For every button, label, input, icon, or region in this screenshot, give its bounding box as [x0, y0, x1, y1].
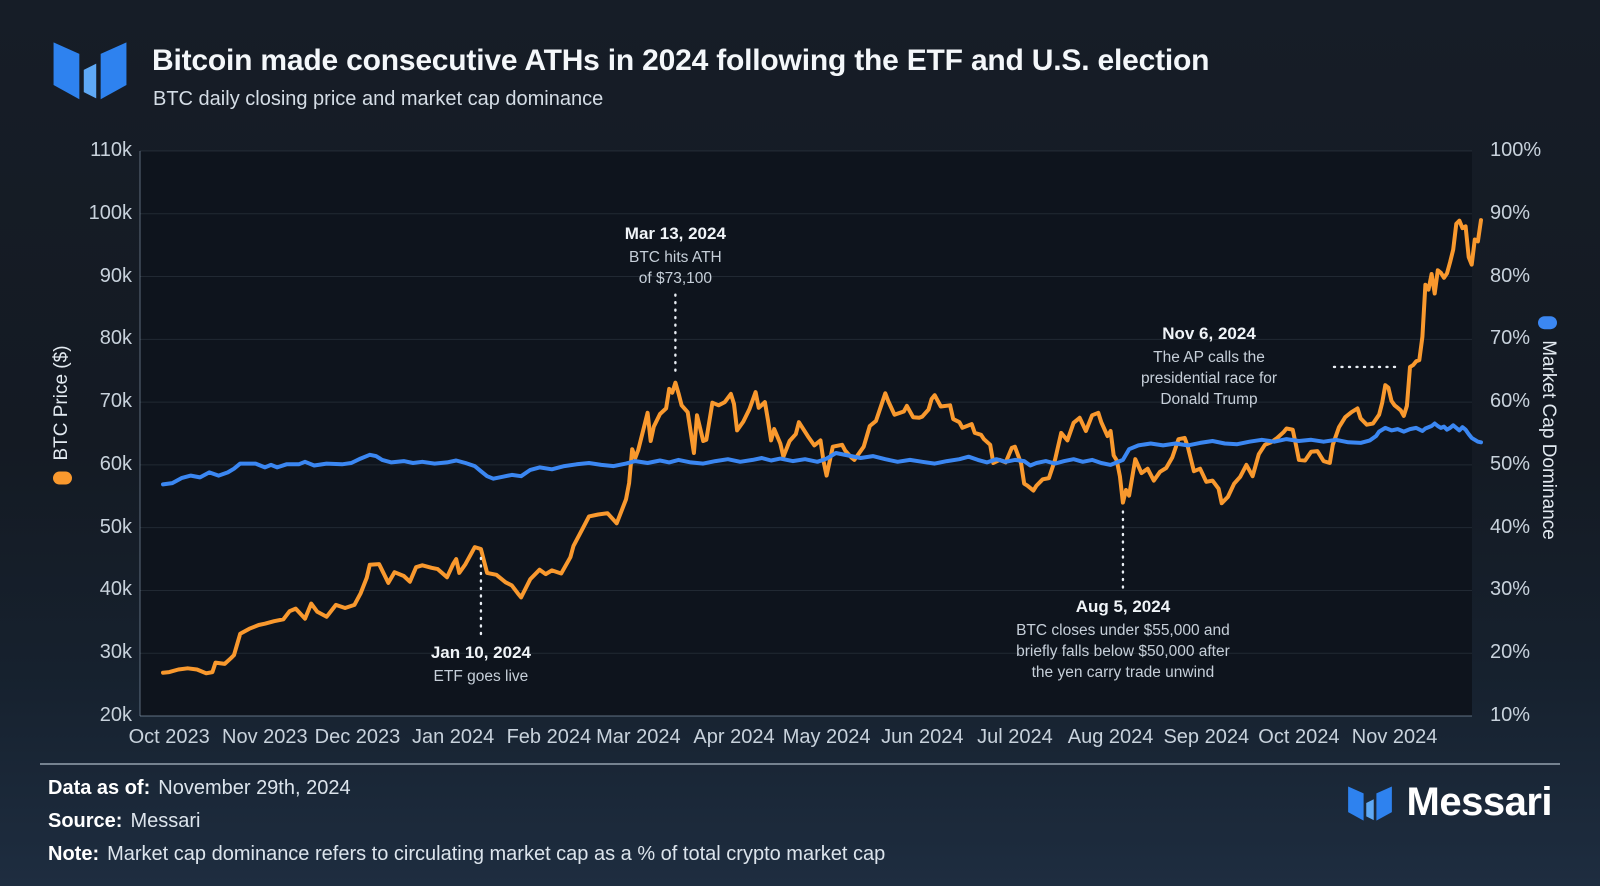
messari-logo-icon: [1347, 786, 1392, 821]
x-axis-tick: Nov 2024: [1351, 726, 1438, 748]
right-axis-tick: 50%: [1490, 452, 1531, 475]
left-axis-tick: 40k: [99, 578, 132, 601]
right-axis-legend: Market Cap Dominance: [1537, 316, 1559, 540]
right-axis-tick: 80%: [1490, 264, 1531, 287]
data-as-of-label: Data as of:: [48, 777, 151, 799]
x-axis-tick: May 2024: [782, 726, 871, 748]
data-as-of-row: Data as of: November 29th, 2024: [48, 777, 351, 800]
messari-wordmark: Messari: [1406, 780, 1553, 824]
annotation-text: BTC hits ATH: [629, 248, 722, 266]
note-row: Note: Market cap dominance refers to circ…: [48, 843, 885, 866]
right-axis-tick: 40%: [1490, 515, 1531, 538]
note-label: Note:: [48, 843, 100, 865]
x-axis-tick: Dec 2023: [314, 726, 401, 748]
left-axis-tick: 20k: [99, 704, 132, 726]
source-label: Source:: [48, 810, 123, 832]
x-axis-tick: Oct 2023: [128, 726, 210, 748]
left-axis-tick: 90k: [99, 264, 132, 287]
x-axis-tick: Nov 2023: [222, 726, 308, 748]
annotation-text: of $73,100: [638, 269, 712, 287]
annotation-text: briefly falls below $50,000 after: [1016, 642, 1230, 660]
note-value: Market cap dominance refers to circulati…: [107, 843, 886, 865]
x-axis-tick: Mar 2024: [596, 726, 681, 748]
series-btc-price: [161, 218, 1483, 676]
left-axis-legend: BTC Price ($): [51, 345, 73, 485]
btc-price-legend-swatch-icon: [52, 471, 72, 485]
source-row: Source: Messari: [48, 810, 200, 833]
messari-brand: Messari: [1346, 780, 1553, 825]
left-axis-tick: 70k: [99, 390, 132, 413]
annotation-text: Donald Trump: [1160, 391, 1258, 409]
annotation-title: Nov 6, 2024: [1162, 324, 1256, 344]
annotation-text: presidential race for: [1140, 370, 1278, 388]
right-axis-tick: 90%: [1490, 201, 1531, 224]
right-axis-tick: 70%: [1490, 327, 1531, 350]
right-axis-tick: 30%: [1490, 578, 1531, 601]
messari-logo-icon: [53, 42, 127, 100]
footer-divider: [40, 763, 1560, 765]
x-axis-tick: Feb 2024: [506, 726, 592, 748]
left-axis-tick: 100k: [88, 201, 132, 224]
right-axis-tick: 60%: [1490, 390, 1531, 413]
annotation-text: ETF goes live: [433, 668, 529, 685]
left-axis-tick: 50k: [99, 515, 132, 538]
right-axis-tick: 20%: [1490, 641, 1531, 664]
annotation-text: BTC closes under $55,000 and: [1016, 621, 1230, 639]
x-axis-tick: Oct 2024: [1258, 726, 1340, 748]
annotation-jan10: Jan 10, 2024 ETF goes live: [331, 642, 631, 687]
annotation-title: Aug 5, 2024: [1075, 596, 1171, 616]
source-value: Messari: [130, 810, 201, 832]
annotation-aug5: Aug 5, 2024 BTC closes under $55,000 and b…: [973, 596, 1273, 683]
x-axis-tick: Jun 2024: [881, 726, 964, 748]
x-axis-tick: Jan 2024: [411, 726, 495, 748]
x-axis-tick: Sep 2024: [1163, 726, 1250, 748]
left-axis-tick: 60k: [99, 452, 132, 475]
dominance-legend-swatch-icon: [1538, 316, 1558, 330]
series-market-cap-dominance: [161, 421, 1483, 487]
annotation-mar13: Mar 13, 2024 BTC hits ATH of $73,100: [545, 223, 805, 289]
annotation-title: Jan 10, 2024: [430, 643, 532, 662]
left-axis-tick: 110k: [90, 139, 132, 161]
chart-title: Bitcoin made consecutive ATHs in 2024 fo…: [152, 44, 1210, 77]
x-axis-tick: Jul 2024: [977, 726, 1053, 748]
right-axis-tick: 100%: [1490, 139, 1542, 161]
annotation-title: Mar 13, 2024: [624, 223, 726, 243]
right-axis-tick: 10%: [1490, 704, 1531, 726]
left-axis-label: BTC Price ($): [51, 345, 72, 461]
chart-subtitle: BTC daily closing price and market cap d…: [153, 88, 604, 110]
annotation-text: the yen carry trade unwind: [1031, 663, 1215, 681]
x-axis-tick: Aug 2024: [1067, 726, 1154, 748]
x-axis-tick: Apr 2024: [693, 726, 775, 748]
annotation-nov6: Nov 6, 2024 The AP calls the presidential …: [1094, 323, 1324, 410]
left-axis-tick: 30k: [99, 641, 132, 664]
data-as-of-value: November 29th, 2024: [158, 777, 351, 799]
annotation-text: The AP calls the: [1153, 349, 1265, 367]
left-axis-tick: 80k: [99, 327, 132, 350]
right-axis-label: Market Cap Dominance: [1538, 340, 1559, 540]
